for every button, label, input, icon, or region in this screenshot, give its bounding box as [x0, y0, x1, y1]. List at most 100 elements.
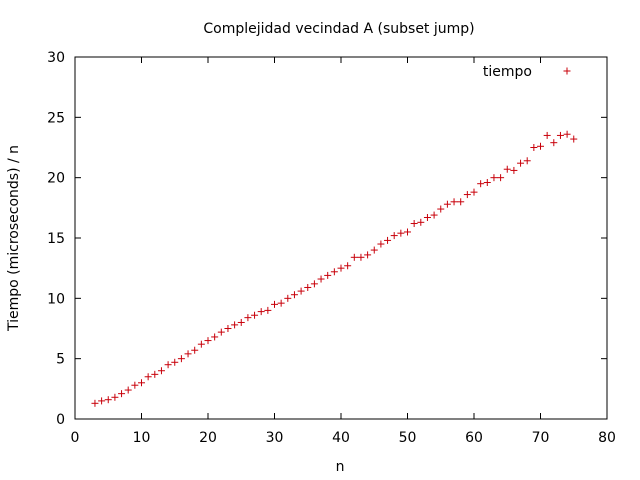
legend-marker-glyph	[563, 67, 571, 75]
data-point	[437, 205, 445, 213]
data-point	[151, 370, 159, 378]
data-point	[244, 314, 252, 322]
y-tick-label: 15	[47, 231, 65, 247]
data-point	[124, 386, 132, 394]
chart-title: Complejidad vecindad A (subset jump)	[203, 21, 474, 37]
data-point	[131, 381, 139, 389]
data-point	[144, 373, 152, 381]
data-point	[443, 200, 451, 208]
data-point	[277, 299, 285, 307]
data-point	[463, 191, 471, 199]
data-point	[550, 139, 558, 147]
data-point	[111, 393, 119, 401]
data-point	[457, 198, 465, 206]
data-point	[317, 275, 325, 283]
data-point	[430, 211, 438, 219]
x-tick-label: 0	[71, 430, 80, 446]
legend-marker	[563, 67, 571, 75]
x-tick-label: 50	[399, 430, 417, 446]
y-tick-label: 30	[47, 50, 65, 66]
data-point	[104, 396, 112, 404]
y-tick-label: 20	[47, 171, 65, 187]
data-point	[118, 390, 126, 398]
data-point	[470, 188, 478, 196]
data-point	[204, 337, 212, 345]
data-point	[483, 178, 491, 186]
data-point	[570, 135, 578, 143]
data-point	[390, 232, 398, 240]
data-point	[517, 159, 525, 167]
data-point	[157, 367, 165, 375]
data-point	[330, 268, 338, 276]
data-point	[377, 240, 385, 248]
data-point	[370, 246, 378, 254]
data-point	[350, 253, 358, 261]
ticks: 0 10 20 30 40 50 60 70 80 0 5 10 15 20 25 30	[47, 50, 616, 446]
data-point	[510, 166, 518, 174]
y-tick-label: 10	[47, 291, 65, 307]
data-point	[364, 251, 372, 259]
data-point	[450, 198, 458, 206]
x-tick-label: 40	[332, 430, 350, 446]
data-point	[556, 131, 564, 139]
x-tick-label: 80	[598, 430, 616, 446]
data-point	[337, 264, 345, 272]
data-point	[410, 220, 418, 228]
data-point	[231, 321, 239, 329]
axes	[74, 56, 608, 420]
data-point	[237, 318, 245, 326]
data-point	[98, 397, 106, 405]
data-point	[251, 311, 259, 319]
data-point	[490, 174, 498, 182]
data-point	[297, 287, 305, 295]
data-point	[271, 300, 278, 308]
legend: tiempo	[483, 64, 571, 80]
y-tick-label: 0	[56, 412, 65, 428]
data-point	[357, 253, 365, 261]
data-point	[423, 213, 431, 221]
data-point	[304, 283, 312, 291]
data-point	[217, 328, 225, 336]
data-point	[257, 308, 265, 316]
x-tick-label: 30	[266, 430, 284, 446]
data-point	[290, 291, 298, 299]
y-tick-label: 5	[56, 352, 65, 368]
data-point	[523, 157, 531, 165]
data-points	[91, 130, 578, 407]
data-point	[224, 325, 232, 332]
plot-frame	[74, 56, 608, 420]
data-point	[164, 361, 172, 369]
data-point	[530, 144, 538, 151]
x-tick-label: 60	[465, 430, 483, 446]
data-point	[211, 333, 219, 341]
data-point	[397, 229, 405, 237]
data-point	[537, 142, 544, 150]
data-point	[477, 180, 485, 188]
data-point	[503, 165, 511, 173]
x-tick-label: 20	[199, 430, 217, 446]
data-point	[384, 236, 392, 244]
data-point	[138, 379, 145, 387]
data-point	[404, 228, 411, 236]
x-tick-label: 70	[532, 430, 550, 446]
data-point	[563, 130, 571, 138]
y-axis-label: Tiempo (microseconds) / n	[6, 145, 22, 332]
data-point	[284, 294, 292, 302]
x-tick-label: 10	[133, 430, 151, 446]
data-point	[264, 306, 272, 314]
data-point	[197, 340, 205, 348]
data-point	[497, 174, 505, 182]
data-point	[344, 262, 352, 270]
data-point	[310, 280, 318, 288]
y-tick-label: 25	[47, 110, 65, 126]
data-point	[417, 218, 425, 226]
data-point	[171, 358, 179, 366]
data-point	[184, 350, 192, 358]
data-point	[91, 399, 99, 407]
data-point	[177, 355, 185, 363]
data-point	[324, 271, 332, 279]
legend-label: tiempo	[483, 64, 532, 80]
x-axis-label: n	[336, 459, 345, 475]
data-point	[191, 346, 199, 354]
